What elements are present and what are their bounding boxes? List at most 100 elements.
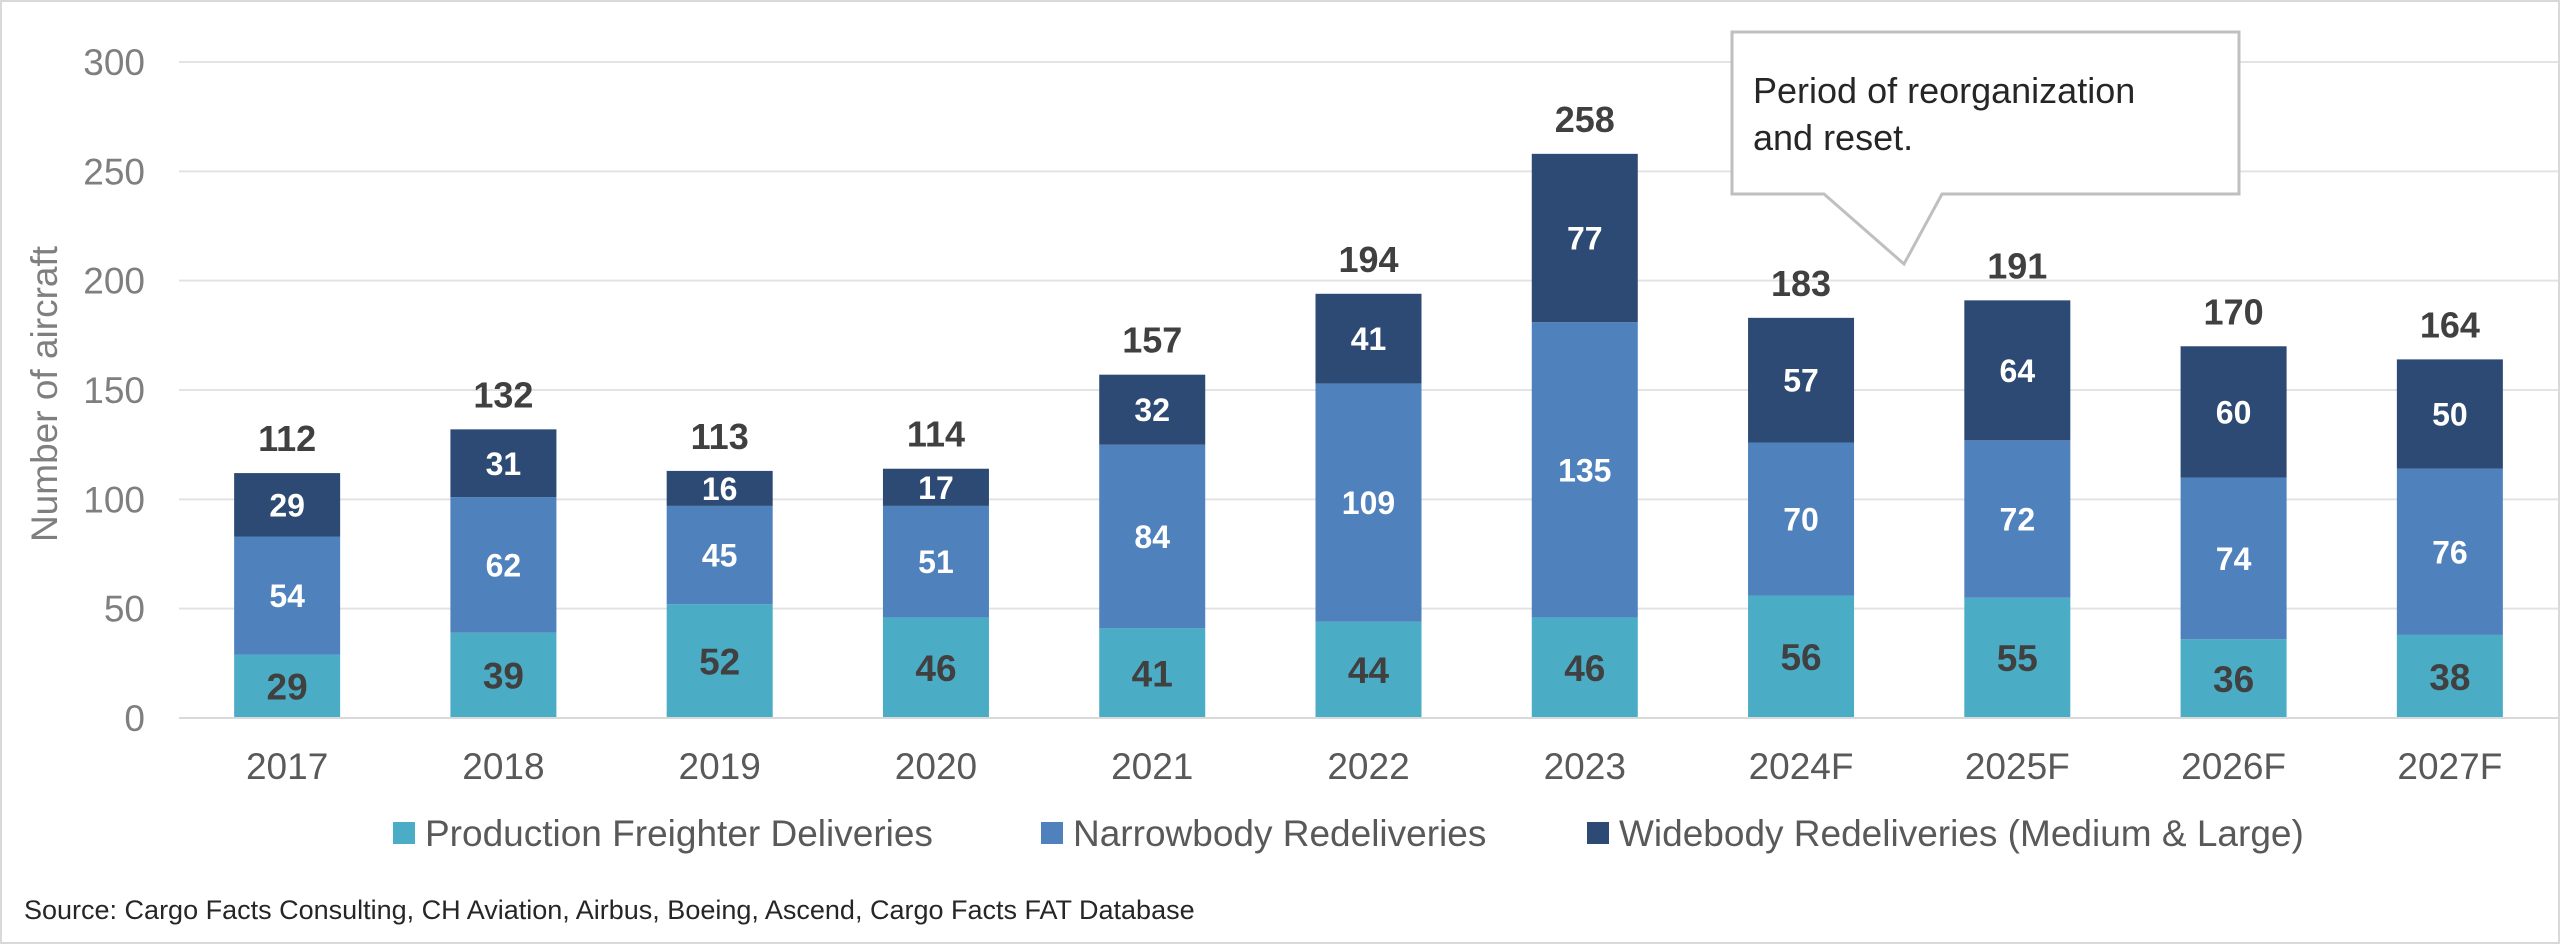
total-label: 114: [907, 414, 965, 455]
bar-segment: [234, 473, 341, 537]
bar-segment: [1531, 153, 1638, 323]
bar-segment: [882, 468, 989, 506]
total-label: 258: [1555, 99, 1615, 140]
y-axis-ticks: 0 50 100 150 200 250 300: [83, 42, 145, 739]
source-note: Source: Cargo Facts Consulting, CH Aviat…: [24, 895, 1195, 925]
bar-segment: [882, 617, 989, 718]
legend: Production Freighter Deliveries Narrowbod…: [393, 813, 2304, 854]
data-label: 109: [1342, 485, 1395, 521]
bar-segment: [234, 654, 341, 718]
x-tick-label: 2027F: [2397, 746, 2502, 787]
data-label: 36: [2213, 659, 2254, 700]
data-label: 74: [2216, 541, 2252, 577]
y-tick-label: 150: [83, 370, 145, 411]
data-label: 54: [269, 578, 305, 614]
data-label: 57: [1783, 363, 1819, 399]
x-tick-label: 2024F: [1749, 746, 1854, 787]
data-label: 84: [1134, 519, 1170, 555]
data-label: 70: [1783, 502, 1819, 538]
total-label: 164: [2420, 304, 2480, 345]
legend-swatch: [1587, 822, 1609, 844]
total-label: 113: [691, 416, 749, 457]
bar-segment: [882, 505, 989, 618]
bar-segment: [2396, 359, 2503, 469]
legend-swatch: [1041, 822, 1063, 844]
total-label: 191: [1987, 245, 2047, 286]
data-label: 41: [1132, 653, 1173, 694]
x-tick-label: 2025F: [1965, 746, 2070, 787]
data-label: 44: [1348, 650, 1390, 691]
data-label: 50: [2432, 397, 2468, 433]
bar-segment: [2180, 639, 2287, 718]
bar-segment: [1315, 621, 1422, 718]
bar-segment: [234, 536, 341, 655]
total-label: 157: [1122, 320, 1182, 361]
total-label: 132: [473, 374, 533, 415]
data-label: 77: [1567, 221, 1603, 257]
y-tick-label: 50: [104, 589, 145, 630]
data-label: 45: [702, 538, 738, 574]
data-label: 39: [483, 656, 524, 697]
bars: 29 54 29 112 39 62 31 132 52 45 16 113 46 51 17 114 41 84…: [234, 99, 2503, 718]
legend-swatch: [393, 822, 415, 844]
data-label: 17: [918, 470, 954, 506]
x-tick-label: 2019: [679, 746, 761, 787]
bar-segment: [2180, 477, 2287, 640]
data-label: 72: [2000, 502, 2036, 538]
annotation-callout: Period of reorganization and reset.: [1730, 30, 2241, 267]
bar-segment: [1964, 440, 2071, 598]
bar-segment: [666, 470, 773, 506]
bar-segment: [2396, 468, 2503, 635]
data-label: 16: [702, 471, 738, 507]
legend-label: Widebody Redeliveries (Medium & Large): [1619, 813, 2304, 854]
bar-segment: [1748, 442, 1855, 596]
data-label: 60: [2216, 394, 2252, 430]
data-label: 64: [2000, 353, 2036, 389]
data-label: 38: [2429, 657, 2470, 698]
legend-label: Narrowbody Redeliveries: [1073, 813, 1486, 854]
x-tick-label: 2021: [1111, 746, 1193, 787]
total-label: 170: [2204, 291, 2264, 332]
x-tick-label: 2022: [1327, 746, 1409, 787]
x-tick-label: 2017: [246, 746, 328, 787]
data-label: 41: [1351, 321, 1387, 357]
bar-segment: [1531, 322, 1638, 618]
y-tick-label: 200: [83, 261, 145, 302]
bar-segment: [450, 497, 557, 633]
bar-segment: [1748, 595, 1855, 718]
bar-segment: [450, 429, 557, 498]
bar-segment: [666, 505, 773, 605]
data-label: 56: [1780, 637, 1821, 678]
bar-segment: [1099, 628, 1206, 718]
bar-segment: [1315, 383, 1422, 622]
data-label: 135: [1558, 452, 1611, 488]
data-label: 55: [1997, 638, 2038, 679]
bar-segment: [1748, 317, 1855, 443]
y-tick-label: 250: [83, 151, 145, 192]
data-label: 46: [915, 648, 956, 689]
bar-segment: [2396, 634, 2503, 718]
total-label: 183: [1771, 263, 1831, 304]
legend-label: Production Freighter Deliveries: [425, 813, 933, 854]
data-label: 31: [486, 446, 522, 482]
y-tick-label: 300: [83, 42, 145, 83]
bar-segment: [1964, 597, 2071, 718]
data-label: 29: [267, 667, 308, 708]
data-label: 76: [2432, 534, 2468, 570]
data-label: 46: [1564, 648, 1605, 689]
data-label: 51: [918, 544, 954, 580]
y-axis-label: Number of aircraft: [24, 245, 65, 542]
total-label: 194: [1338, 239, 1398, 280]
x-axis-ticks: 2017 2018 2019 2020 2021 2022 2023 2024F 2025F 20…: [246, 746, 2502, 787]
x-tick-label: 2023: [1544, 746, 1626, 787]
bar-segment: [1315, 293, 1422, 384]
bar-segment: [1531, 617, 1638, 718]
data-label: 32: [1134, 392, 1170, 428]
bar-segment: [2180, 346, 2287, 478]
x-tick-label: 2020: [895, 746, 977, 787]
y-tick-label: 0: [124, 698, 145, 739]
data-label: 62: [486, 547, 522, 583]
total-label: 112: [258, 418, 316, 459]
